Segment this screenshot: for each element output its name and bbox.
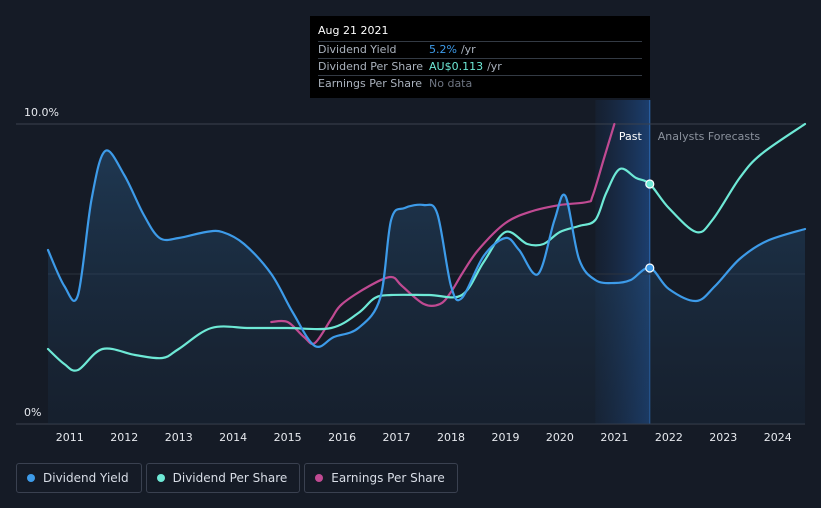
tooltip-date: Aug 21 2021 — [318, 24, 389, 37]
hover-tooltip: Aug 21 2021 Dividend Yield 5.2% /yr Divi… — [310, 16, 650, 98]
legend-label: Dividend Yield — [43, 471, 129, 485]
x-tick-label: 2024 — [764, 431, 792, 444]
x-tick-label: 2012 — [110, 431, 138, 444]
legend-label: Dividend Per Share — [172, 471, 288, 485]
legend-item-dividend-per-share[interactable]: Dividend Per Share — [145, 463, 301, 493]
tooltip-value: No data — [429, 77, 473, 90]
legend-item-dividend-yield[interactable]: Dividend Yield — [16, 463, 142, 493]
tooltip-row-dividend-per-share: Dividend Per Share AU$0.113 /yr — [318, 58, 642, 75]
tooltip-value: AU$0.113 — [429, 60, 484, 73]
x-tick-label: 2020 — [546, 431, 574, 444]
dividend-yield-area — [48, 150, 805, 424]
dividend-per-share-marker — [645, 179, 655, 189]
x-tick-label: 2014 — [219, 431, 247, 444]
x-tick-label: 2018 — [437, 431, 465, 444]
tooltip-row-dividend-yield: Dividend Yield 5.2% /yr — [318, 41, 642, 58]
dividend-per-share-line — [46, 122, 807, 372]
tooltip-unit: /yr — [460, 43, 476, 56]
x-tick-label: 2019 — [491, 431, 519, 444]
chart-legend: Dividend Yield Dividend Per Share Earnin… — [16, 463, 458, 493]
legend-item-earnings-per-share[interactable]: Earnings Per Share — [304, 463, 458, 493]
tooltip-unit: /yr — [487, 60, 502, 73]
tooltip-value: 5.2% — [429, 43, 457, 56]
y-axis-top-label: 10.0% — [24, 106, 59, 119]
tooltip-label: Dividend Yield — [318, 43, 397, 56]
legend-dot-icon — [27, 474, 35, 482]
tooltip-label: Dividend Per Share — [318, 60, 424, 73]
x-tick-label: 2022 — [655, 431, 683, 444]
earnings-per-share-line — [270, 122, 616, 345]
legend-dot-icon — [315, 474, 324, 482]
tooltip-label: Earnings Per Share — [318, 77, 423, 90]
x-tick-label: 2017 — [383, 431, 411, 444]
x-tick-label: 2011 — [56, 431, 84, 444]
dividend-yield-line — [46, 149, 807, 348]
x-tick-label: 2023 — [709, 431, 737, 444]
x-tick-label: 2021 — [600, 431, 628, 444]
x-tick-label: 2016 — [328, 431, 356, 444]
dividend-yield-marker — [645, 263, 655, 273]
legend-dot-icon — [156, 474, 165, 482]
past-label: Past — [619, 130, 643, 143]
forecast-label: Analysts Forecasts — [658, 130, 761, 143]
y-axis-bottom-label: 0% — [24, 406, 41, 419]
legend-label: Earnings Per Share — [331, 471, 445, 485]
x-tick-label: 2015 — [274, 431, 302, 444]
tooltip-row-earnings-per-share: Earnings Per Share No data — [318, 75, 642, 92]
x-tick-label: 2013 — [165, 431, 193, 444]
